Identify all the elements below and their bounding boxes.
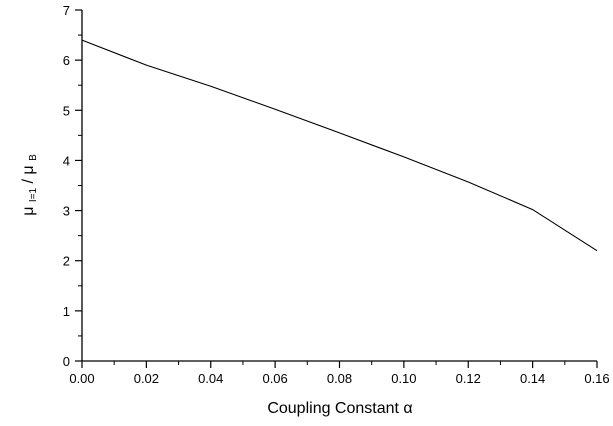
y-tick-label: 0	[63, 354, 70, 369]
x-tick-label: 0.04	[198, 371, 223, 386]
y-title-sub2: B	[28, 154, 39, 161]
y-title-part1: μ	[20, 207, 37, 216]
x-axis-title: Coupling Constant α	[267, 400, 412, 417]
y-title-part2: μ	[20, 165, 37, 174]
y-tick-label: 1	[63, 304, 70, 319]
y-tick-label: 6	[63, 53, 70, 68]
x-tick-label: 0.02	[134, 371, 159, 386]
y-tick-label: 4	[63, 153, 70, 168]
x-tick-label: 0.10	[391, 371, 416, 386]
y-title-sub1: I=1	[28, 187, 39, 202]
x-tick-label: 0.16	[584, 371, 609, 386]
y-axis-title: μ I=1 / μ B	[20, 154, 40, 216]
y-title-separator: /	[20, 175, 37, 184]
y-tick-label: 3	[63, 204, 70, 219]
y-tick-label: 2	[63, 254, 70, 269]
axis-ticks	[75, 9, 598, 368]
tick-labels: 0.00 0.02 0.04 0.06 0.08 0.10 0.12 0.14 0.16 0 1 2 3…	[63, 3, 610, 386]
x-tick-label: 0.12	[456, 371, 481, 386]
x-tick-label: 0.06	[262, 371, 287, 386]
x-tick-label: 0.00	[69, 371, 94, 386]
y-tick-label: 5	[63, 103, 70, 118]
y-tick-label: 7	[63, 3, 70, 18]
x-tick-label: 0.14	[520, 371, 545, 386]
x-tick-label: 0.08	[327, 371, 352, 386]
data-points	[82, 40, 597, 251]
data-series-line	[81, 39, 598, 252]
